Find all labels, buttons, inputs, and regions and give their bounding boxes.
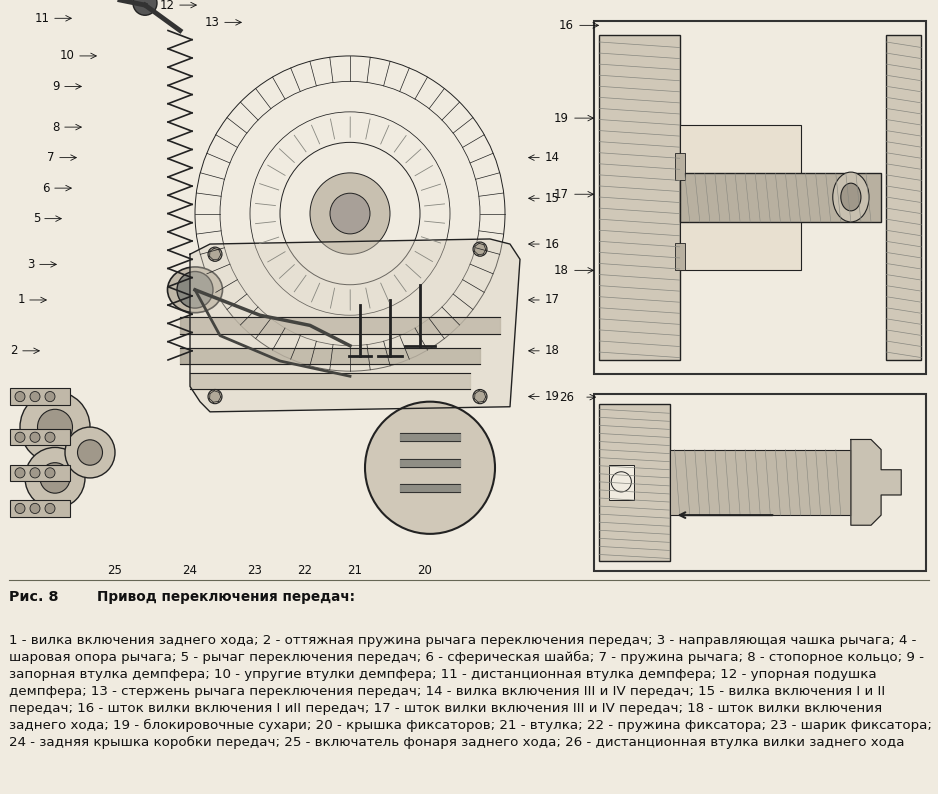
Circle shape (833, 172, 869, 222)
Text: 14: 14 (545, 151, 560, 164)
Text: 12: 12 (160, 0, 175, 12)
Circle shape (612, 472, 631, 492)
Text: 11: 11 (35, 12, 50, 25)
Text: 5: 5 (33, 212, 40, 225)
Text: 16: 16 (545, 237, 560, 251)
Circle shape (30, 503, 40, 514)
Circle shape (840, 183, 861, 211)
Circle shape (45, 391, 55, 402)
Bar (609, 464, 634, 500)
Circle shape (473, 242, 487, 256)
Text: 9: 9 (53, 80, 60, 93)
Circle shape (15, 503, 25, 514)
Circle shape (45, 468, 55, 478)
Text: 22: 22 (297, 565, 312, 577)
Circle shape (177, 272, 213, 308)
Text: 10: 10 (60, 49, 75, 63)
Bar (10, 429, 70, 445)
Text: 21: 21 (347, 565, 362, 577)
Circle shape (365, 402, 495, 534)
Circle shape (20, 391, 90, 463)
Circle shape (208, 247, 222, 261)
Circle shape (40, 463, 70, 493)
Text: 24: 24 (183, 565, 198, 577)
Bar (10, 464, 70, 481)
Bar (680, 173, 881, 222)
Bar (599, 35, 680, 360)
Text: 6: 6 (42, 182, 50, 195)
Bar (886, 35, 921, 360)
Bar (10, 500, 70, 517)
Text: 19: 19 (545, 390, 560, 403)
Text: Рис. 8: Рис. 8 (9, 590, 59, 604)
Bar (680, 125, 800, 271)
Circle shape (15, 432, 25, 442)
Text: 17: 17 (554, 187, 569, 201)
Circle shape (208, 390, 222, 403)
Text: 19: 19 (554, 112, 569, 125)
Bar (670, 449, 851, 515)
Circle shape (25, 448, 85, 508)
Text: 2: 2 (10, 345, 18, 357)
Circle shape (15, 468, 25, 478)
Text: 1: 1 (18, 294, 25, 306)
Circle shape (330, 193, 370, 234)
Circle shape (78, 440, 102, 465)
Circle shape (65, 427, 115, 478)
Circle shape (30, 468, 40, 478)
Text: 7: 7 (48, 151, 55, 164)
Circle shape (45, 432, 55, 442)
Circle shape (45, 503, 55, 514)
Circle shape (133, 0, 157, 15)
Text: 18: 18 (554, 264, 569, 277)
Text: 8: 8 (53, 121, 60, 133)
Circle shape (473, 390, 487, 403)
Text: 26: 26 (559, 391, 574, 403)
Text: 18: 18 (545, 345, 560, 357)
Text: 1 - вилка включения заднего хода; 2 - оттяжная пружина рычага переключения перед: 1 - вилка включения заднего хода; 2 - от… (9, 634, 932, 750)
Circle shape (15, 391, 25, 402)
Text: 13: 13 (205, 16, 220, 29)
Text: 20: 20 (417, 565, 432, 577)
Text: 3: 3 (27, 258, 35, 271)
Text: 15: 15 (545, 192, 560, 205)
Circle shape (30, 432, 40, 442)
Ellipse shape (168, 267, 222, 313)
Circle shape (310, 173, 390, 254)
Polygon shape (851, 440, 901, 525)
Bar (674, 152, 685, 180)
Circle shape (38, 409, 72, 445)
Text: 16: 16 (559, 19, 574, 32)
Bar (674, 243, 685, 271)
Text: 23: 23 (248, 565, 263, 577)
Bar (10, 388, 70, 405)
Polygon shape (190, 239, 520, 412)
Circle shape (30, 391, 40, 402)
Text: 25: 25 (108, 565, 123, 577)
Text: 17: 17 (545, 294, 560, 306)
Text: Привод переключения передач:: Привод переключения передач: (78, 590, 356, 604)
Bar (599, 404, 670, 561)
